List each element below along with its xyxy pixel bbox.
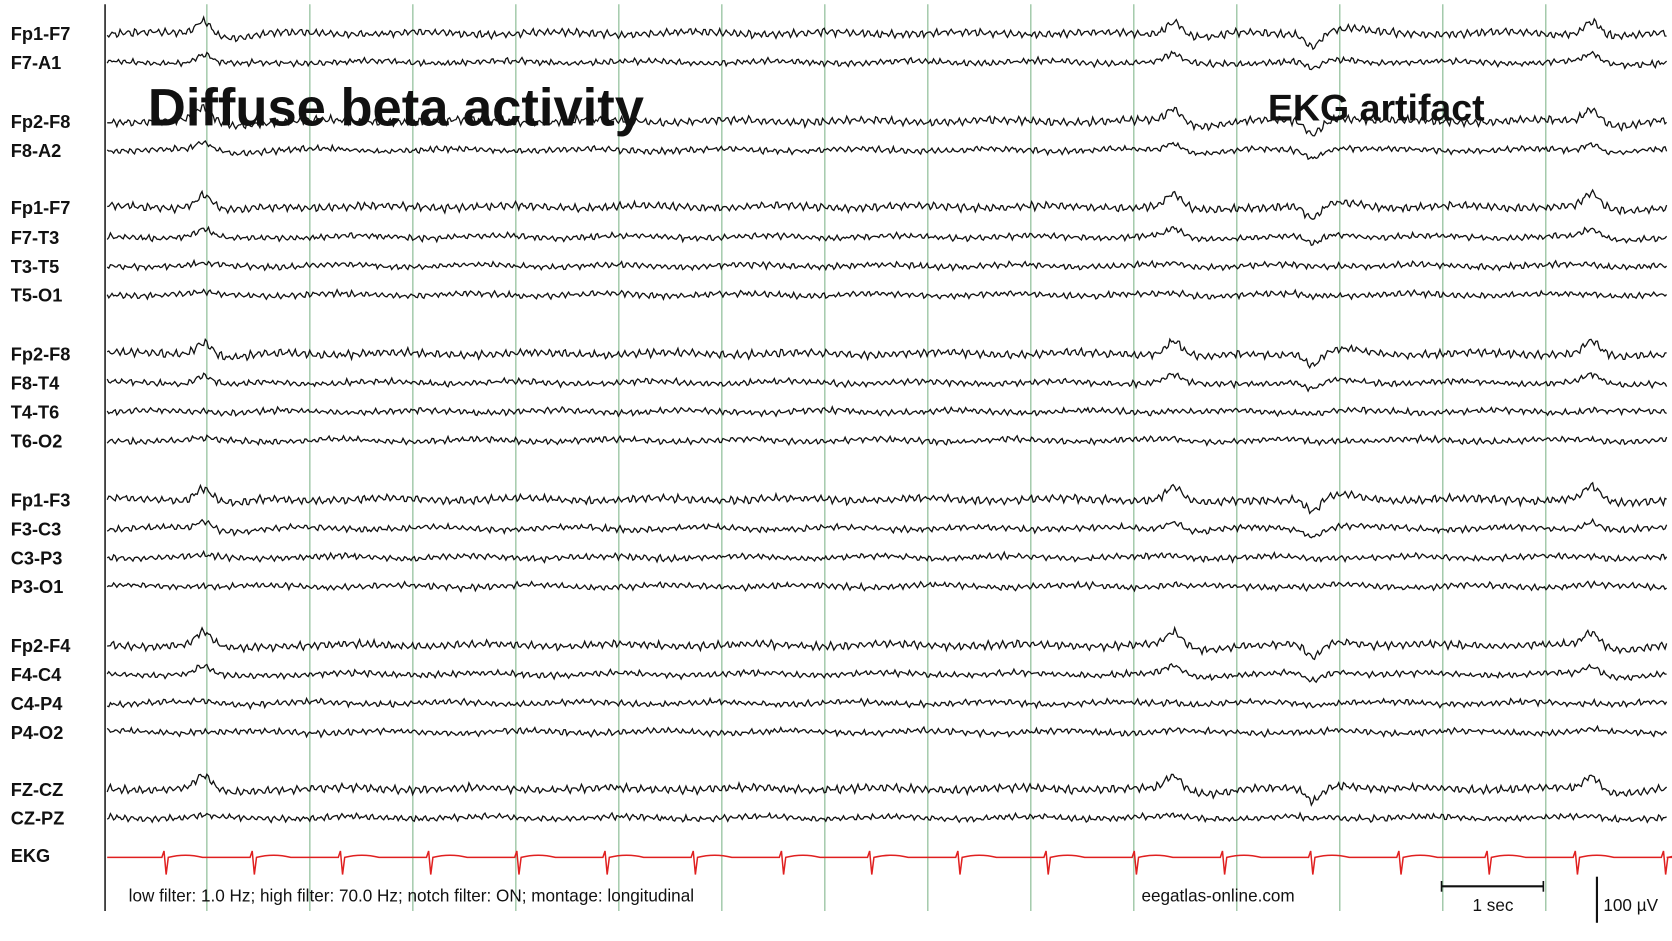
channel-label: Fp2-F8: [11, 112, 71, 132]
eeg-trace: [106, 372, 1668, 393]
ekg-trace: [107, 850, 1672, 875]
channel-label: T6-O2: [11, 431, 63, 451]
eeg-trace: [106, 662, 1667, 684]
eeg-trace: [106, 258, 1668, 272]
time-scale: 1 sec: [1473, 895, 1514, 915]
site: eegatlas-online.com: [1141, 886, 1294, 906]
channel-label: F8-A2: [11, 141, 62, 161]
filter-info: low filter: 1.0 Hz; high filter: 70.0 Hz…: [129, 886, 694, 906]
channel-label: T4-T6: [11, 403, 60, 423]
eeg-trace: [106, 773, 1668, 807]
eeg-trace: [106, 481, 1667, 515]
eeg-trace: [106, 696, 1668, 711]
channel-label: C4-P4: [11, 694, 63, 714]
channel-label: F7-A1: [11, 53, 62, 73]
eeg-trace: [106, 811, 1667, 824]
eeg-trace: [106, 549, 1668, 564]
eeg-trace: [106, 15, 1667, 51]
channel-labels: Fp1-F7 F7-A1 Fp2-F8 F8-A2 Fp1-F7 F7-T3 T3-T5 T5…: [11, 24, 72, 866]
eeg-trace: [106, 724, 1668, 739]
channel-label: F8-T4: [11, 374, 60, 394]
eeg-trace: [106, 50, 1668, 71]
eeg-trace: [106, 517, 1668, 539]
amplitude-scale: 100 µV: [1603, 895, 1658, 915]
eeg-trace: [106, 288, 1668, 302]
channel-label: Fp2-F8: [11, 345, 71, 365]
traces: [106, 15, 1672, 875]
eeg-trace: [107, 103, 1668, 137]
channel-label: F4-C4: [11, 665, 62, 685]
channel-label: F7-T3: [11, 228, 60, 248]
eeg-trace: [106, 433, 1668, 447]
eeg-trace: [106, 337, 1667, 370]
channel-label: C3-P3: [11, 548, 63, 568]
channel-label: Fp2-F4: [11, 636, 72, 656]
time-grid: [206, 4, 1547, 911]
annotation: EKG artifact: [1268, 86, 1485, 128]
eeg-trace: [106, 139, 1668, 161]
channel-label: P4-O2: [11, 723, 64, 743]
channel-label: T5-O1: [11, 286, 63, 306]
annotation: Diffuse beta activity: [148, 78, 644, 137]
channel-label: Fp1-F3: [11, 490, 71, 510]
eeg-trace: [106, 580, 1668, 593]
channel-label: Fp1-F7: [11, 198, 71, 218]
channel-label: EKG: [11, 846, 50, 866]
eeg-trace: [107, 188, 1668, 220]
eeg-trace: [107, 625, 1668, 661]
channel-label: P3-O1: [11, 577, 64, 597]
eeg-trace: [106, 225, 1668, 247]
channel-label: FZ-CZ: [11, 780, 64, 800]
eeg-trace: [106, 404, 1667, 418]
channel-label: T3-T5: [11, 257, 60, 277]
channel-label: F3-C3: [11, 519, 62, 539]
channel-label: CZ-PZ: [11, 809, 65, 829]
channel-label: Fp1-F7: [11, 24, 71, 44]
